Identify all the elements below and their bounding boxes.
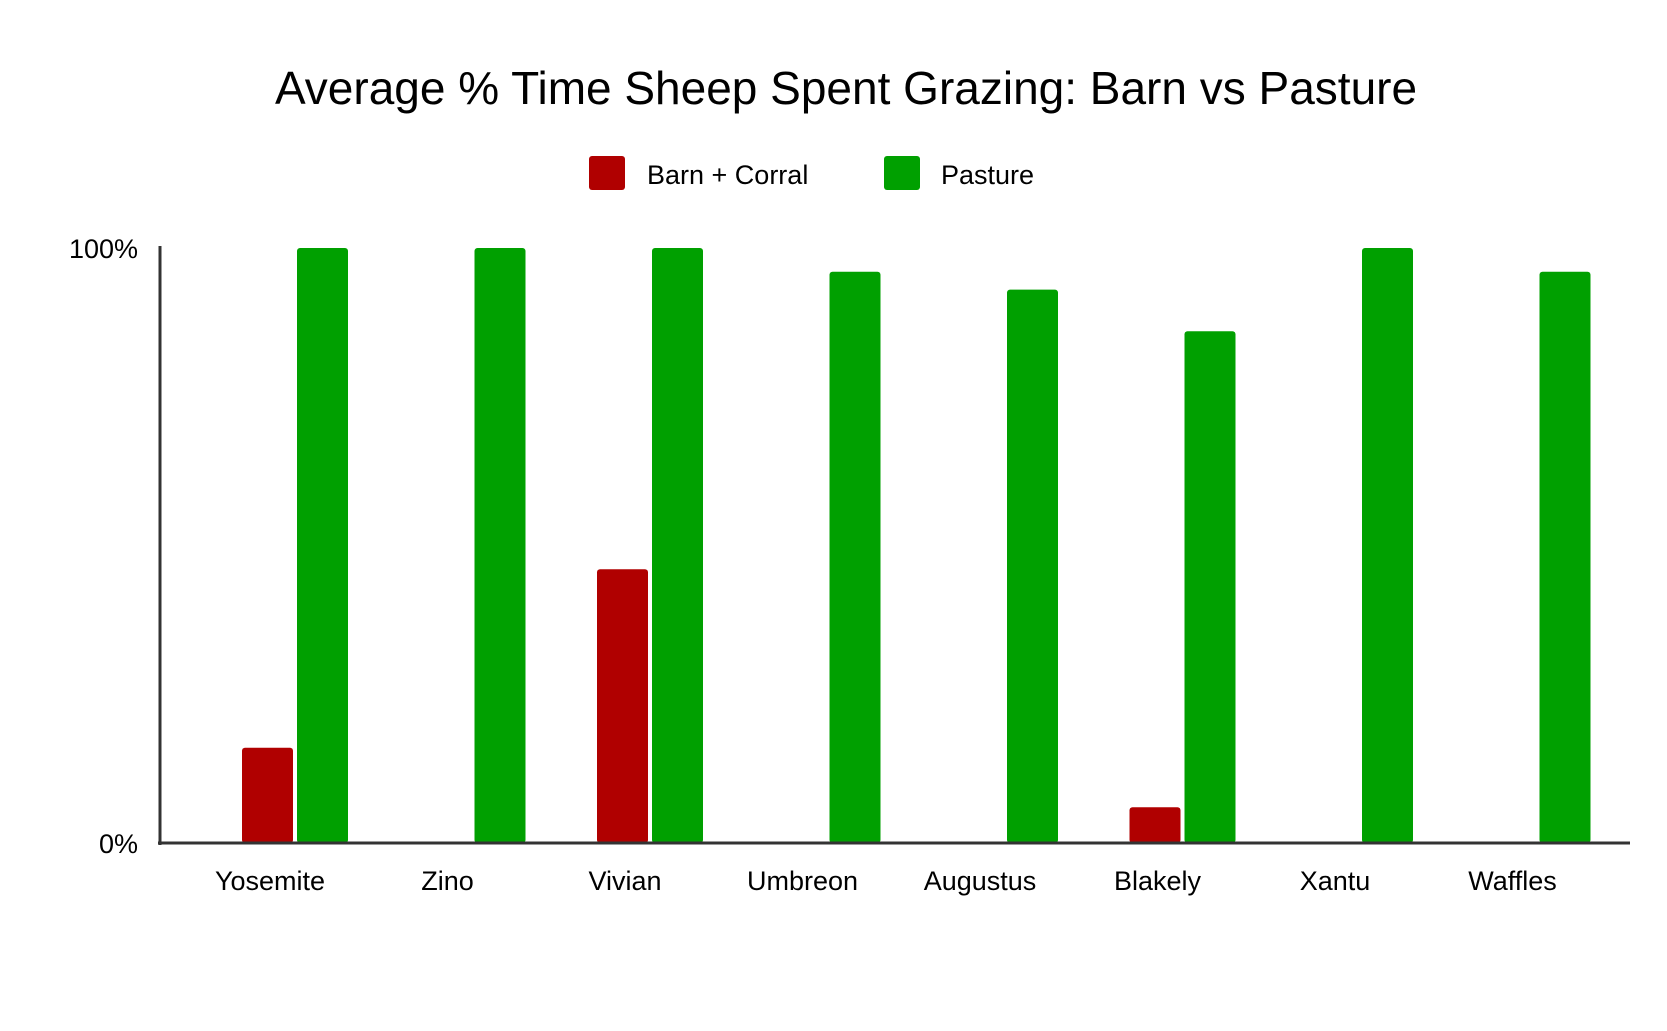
bar-pasture-xantu xyxy=(1362,248,1413,843)
category-label-umbreon: Umbreon xyxy=(747,866,858,896)
legend: Barn + Corral Pasture xyxy=(589,156,1034,190)
bar-pasture-yosemite xyxy=(297,248,348,843)
legend-swatch-barn-corral xyxy=(589,156,625,190)
category-label-yosemite: Yosemite xyxy=(215,866,325,896)
bar-barn-corral-blakely xyxy=(1129,807,1181,843)
category-labels: Yosemite Zino Vivian Umbreon Augustus Blakely… xyxy=(215,866,1557,896)
legend-item-pasture: Pasture xyxy=(884,156,1034,190)
y-tick-label-0: 0% xyxy=(99,829,138,859)
legend-item-barn-corral: Barn + Corral xyxy=(589,156,808,190)
bar-pasture-zino xyxy=(474,248,526,843)
bar-pasture-waffles xyxy=(1539,271,1591,843)
y-tick-label-100: 100% xyxy=(69,234,138,264)
y-tick-labels: 0% 100% xyxy=(69,234,138,859)
category-label-vivian: Vivian xyxy=(588,866,661,896)
category-label-augustus: Augustus xyxy=(924,866,1037,896)
legend-label-pasture: Pasture xyxy=(941,160,1034,190)
legend-label-barn-corral: Barn + Corral xyxy=(647,160,808,190)
category-label-waffles: Waffles xyxy=(1468,866,1557,896)
bars-group xyxy=(242,248,1591,843)
bar-barn-corral-vivian xyxy=(597,569,648,843)
category-label-zino: Zino xyxy=(421,866,474,896)
legend-swatch-pasture xyxy=(884,156,920,190)
bar-barn-corral-yosemite xyxy=(242,747,293,843)
bar-pasture-blakely xyxy=(1184,331,1236,843)
bar-pasture-augustus xyxy=(1007,289,1058,843)
chart-title: Average % Time Sheep Spent Grazing: Barn… xyxy=(275,62,1417,114)
category-label-xantu: Xantu xyxy=(1300,866,1371,896)
bar-pasture-umbreon xyxy=(829,271,881,843)
category-label-blakely: Blakely xyxy=(1114,866,1202,896)
bar-pasture-vivian xyxy=(652,248,703,843)
